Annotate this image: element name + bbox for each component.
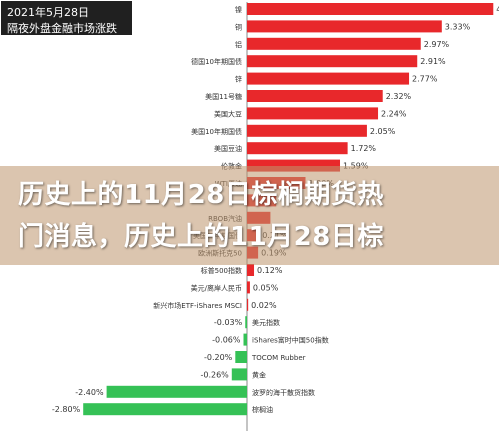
bar-4	[247, 72, 410, 85]
value-label-19: -0.06%	[212, 336, 241, 345]
date-badge: 2021年5月28日 隔夜外盘金融市场涨跌	[1, 1, 132, 35]
value-label-8: 1.72%	[351, 144, 377, 153]
headline-overlay	[0, 166, 499, 265]
bar-22	[106, 385, 247, 398]
category-label-2: 铝	[235, 40, 242, 49]
bar-20	[235, 351, 247, 363]
bar-18	[245, 316, 247, 329]
category-label-19: iShares富时中国50指数	[252, 336, 329, 345]
bar-23	[83, 403, 247, 416]
category-label-15: 标普500指数	[201, 266, 242, 275]
value-label-18: -0.03%	[214, 318, 243, 327]
bar-8	[247, 142, 348, 155]
badge-subtitle: 隔夜外盘金融市场涨跌	[7, 22, 117, 35]
value-label-21: -0.26%	[200, 370, 229, 379]
bar-19	[243, 333, 247, 346]
bar-15	[247, 264, 255, 276]
headline: 历史上的11月28日棕榈期货热 门消息，历史上的11月28日棕	[0, 166, 499, 265]
category-label-6: 美国大豆	[214, 109, 242, 118]
category-label-0: 镍	[235, 5, 242, 14]
value-label-3: 2.91%	[420, 57, 446, 66]
category-label-21: 黄金	[252, 370, 266, 379]
value-label-23: -2.80%	[52, 405, 81, 414]
value-label-1: 3.33%	[445, 22, 471, 31]
bar-0	[247, 3, 494, 15]
bar-16	[247, 281, 250, 294]
bar-17	[247, 298, 249, 311]
value-label-2: 2.97%	[424, 40, 450, 49]
value-label-5: 2.32%	[386, 92, 412, 101]
bar-1	[247, 20, 442, 33]
bar-2	[247, 37, 421, 50]
value-label-16: 0.05%	[253, 283, 279, 292]
bar-3	[247, 55, 418, 68]
badge-date: 2021年5月28日	[7, 6, 89, 19]
value-label-6: 2.24%	[381, 109, 407, 118]
headline-line-1: 历史上的11月28日棕榈期货热	[18, 180, 384, 210]
category-label-8: 美国豆油	[214, 144, 242, 153]
bar-7	[247, 124, 367, 137]
value-label-7: 2.05%	[370, 127, 396, 136]
category-label-17: 新兴市场ETF-iShares MSCI	[153, 301, 242, 310]
category-label-7: 美国10年期国债	[191, 127, 242, 136]
value-label-17: 0.02%	[251, 301, 277, 310]
bar-21	[231, 368, 247, 381]
category-label-4: 锌	[235, 75, 242, 84]
category-label-22: 波罗的海干散货指数	[252, 388, 315, 397]
bar-6	[247, 107, 379, 120]
value-label-22: -2.40%	[75, 388, 104, 397]
value-label-0: 4.21%	[496, 5, 499, 14]
value-label-4: 2.77%	[412, 75, 438, 84]
bar-5	[247, 90, 383, 102]
category-label-1: 铜	[235, 22, 242, 31]
category-label-16: 美元/离岸人民币	[191, 283, 242, 292]
category-label-3: 德国10年期国债	[191, 57, 242, 66]
category-label-23: 棕榈油	[252, 405, 273, 414]
value-label-15: 0.12%	[257, 266, 283, 275]
category-label-20: TOCOM Rubber	[251, 354, 306, 362]
value-label-20: -0.20%	[204, 353, 233, 362]
category-label-5: 美国11号糖	[205, 92, 242, 101]
headline-line-2: 门消息，历史上的11月28日棕	[18, 222, 384, 252]
category-label-18: 美元指数	[252, 318, 280, 327]
